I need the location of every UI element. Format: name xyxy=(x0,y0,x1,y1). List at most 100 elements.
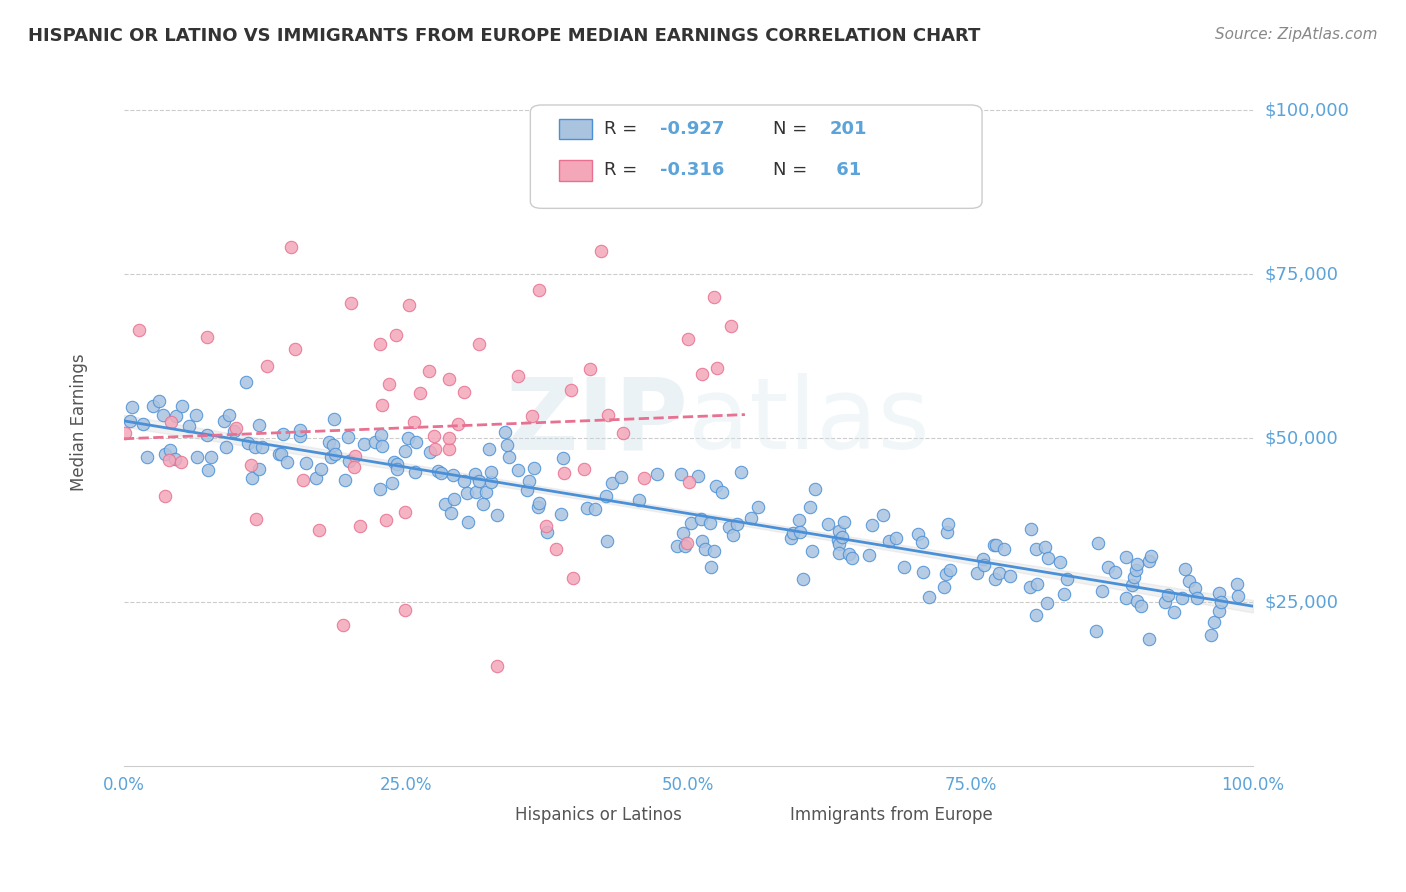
Point xyxy=(828,546,851,560)
Point xyxy=(457,515,479,529)
Point xyxy=(817,516,839,531)
Point xyxy=(437,372,460,386)
Point xyxy=(1170,591,1192,606)
Point xyxy=(276,455,298,469)
Point xyxy=(186,450,208,464)
Point xyxy=(672,525,695,540)
Point xyxy=(440,506,463,520)
Point xyxy=(671,467,693,481)
Point xyxy=(831,530,853,544)
Point xyxy=(418,364,440,378)
Point xyxy=(610,470,633,484)
Point xyxy=(536,525,558,540)
Point xyxy=(988,566,1011,580)
Point xyxy=(911,535,934,549)
Point xyxy=(1227,589,1250,603)
Point xyxy=(240,458,263,472)
Point xyxy=(546,542,568,557)
Point xyxy=(893,559,915,574)
Point xyxy=(160,415,183,429)
Point xyxy=(269,447,291,461)
Point xyxy=(841,551,863,566)
Point xyxy=(468,336,491,351)
Point xyxy=(984,538,1007,552)
Point xyxy=(877,534,900,549)
Point xyxy=(382,455,405,469)
Point xyxy=(1123,570,1146,584)
Point xyxy=(385,457,408,471)
Point xyxy=(534,519,557,533)
Point xyxy=(1126,594,1149,608)
Point xyxy=(468,474,491,488)
Point xyxy=(1211,595,1233,609)
Point xyxy=(827,533,849,547)
Point xyxy=(681,516,703,530)
Point xyxy=(907,527,929,541)
Point xyxy=(498,450,520,464)
Bar xyxy=(558,161,592,181)
Point xyxy=(495,438,517,452)
Point xyxy=(353,437,375,451)
Point xyxy=(256,359,278,373)
Point xyxy=(600,475,623,490)
Point xyxy=(1121,577,1143,591)
Text: R =: R = xyxy=(603,161,643,179)
Point xyxy=(235,376,257,390)
Point xyxy=(427,464,450,478)
Point xyxy=(141,399,163,413)
Point xyxy=(803,482,825,496)
Point xyxy=(280,240,302,254)
Point xyxy=(447,417,470,431)
Text: 61: 61 xyxy=(830,161,860,179)
Point xyxy=(464,467,486,482)
Point xyxy=(370,337,392,351)
Point xyxy=(792,572,814,586)
Point xyxy=(1184,581,1206,595)
Point xyxy=(318,435,340,450)
Bar xyxy=(485,808,513,825)
Point xyxy=(291,473,314,487)
Point xyxy=(858,548,880,562)
Point xyxy=(363,434,385,449)
Text: $25,000: $25,000 xyxy=(1264,593,1339,611)
Point xyxy=(1153,594,1175,608)
Point xyxy=(1174,561,1197,575)
Point xyxy=(700,559,723,574)
Point xyxy=(155,447,177,461)
Point xyxy=(721,528,744,542)
Point xyxy=(828,524,851,539)
Point xyxy=(270,447,292,461)
Text: $50,000: $50,000 xyxy=(1264,429,1339,447)
Point xyxy=(703,544,725,558)
Point xyxy=(1129,599,1152,613)
Point xyxy=(271,427,294,442)
Point xyxy=(918,591,941,605)
Point xyxy=(508,463,530,477)
Bar xyxy=(768,808,796,825)
Point xyxy=(344,450,367,464)
Point xyxy=(1036,550,1059,565)
Point xyxy=(485,658,508,673)
Point xyxy=(1208,586,1230,600)
Point xyxy=(423,429,446,443)
Point xyxy=(526,500,548,514)
Point xyxy=(740,511,762,525)
Point xyxy=(520,409,543,423)
Point xyxy=(1087,536,1109,550)
Point xyxy=(832,515,855,529)
Point xyxy=(322,438,344,452)
Point xyxy=(645,467,668,481)
Point xyxy=(245,512,267,526)
Point xyxy=(703,289,725,303)
Point xyxy=(197,463,219,477)
Point xyxy=(478,442,501,456)
Point xyxy=(690,533,713,548)
Point xyxy=(1163,605,1185,619)
Point xyxy=(688,468,710,483)
Point xyxy=(1187,591,1209,605)
Point xyxy=(1053,587,1076,601)
Point xyxy=(179,419,201,434)
Point xyxy=(247,417,270,432)
Point xyxy=(1097,559,1119,574)
Point xyxy=(332,618,354,632)
